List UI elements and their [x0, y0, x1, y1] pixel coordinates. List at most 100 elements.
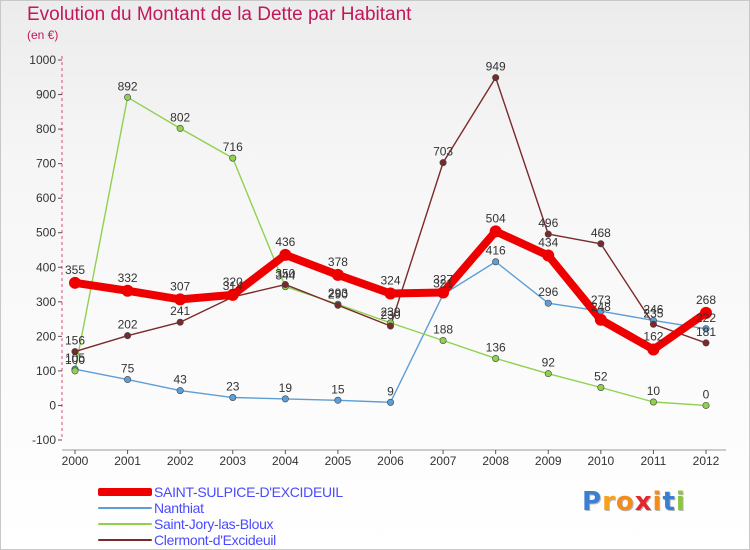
data-label: 156	[65, 334, 85, 348]
chart-title: Evolution du Montant de la Dette par Hab…	[27, 4, 412, 25]
data-label: 290	[328, 287, 348, 301]
data-label: 321	[433, 277, 453, 291]
data-point	[649, 398, 657, 406]
y-tick-label: 300	[36, 295, 56, 309]
data-label: 222	[696, 311, 716, 325]
data-label: 716	[223, 140, 243, 154]
x-tick-label: 2005	[325, 454, 352, 468]
data-label: 296	[538, 285, 558, 299]
data-point	[334, 301, 342, 309]
data-label: 52	[594, 369, 608, 383]
x-tick-label: 2008	[482, 454, 509, 468]
y-tick-label: 100	[36, 364, 56, 378]
data-label: 327	[433, 272, 453, 286]
legend-label-clermont: Clermont-d'Excideuil	[154, 532, 276, 548]
data-label: 202	[118, 318, 138, 332]
data-point	[647, 343, 660, 356]
data-point	[702, 339, 710, 347]
data-point	[229, 394, 237, 402]
data-label: 136	[486, 340, 506, 354]
x-tick-label: 2007	[430, 454, 457, 468]
proxiti-logo: Proxiti	[582, 487, 686, 517]
data-point	[439, 159, 447, 167]
data-label: 504	[486, 211, 506, 225]
data-point	[176, 387, 184, 395]
x-tick-label: 2010	[587, 454, 614, 468]
data-label: 802	[170, 110, 190, 124]
data-point	[439, 337, 447, 345]
y-tick-label: 900	[36, 88, 56, 102]
data-point	[124, 93, 132, 101]
x-tick-label: 2002	[167, 454, 194, 468]
legend-label-saint-sulpice: SAINT-SULPICE-D'EXCIDEUIL	[154, 484, 343, 500]
series-points	[69, 74, 712, 409]
data-label: 703	[433, 145, 453, 159]
logo-letter: i	[652, 487, 663, 517]
data-label: 324	[380, 274, 400, 288]
legend-swatch-saint-jory	[98, 523, 152, 525]
data-label: 314	[223, 279, 243, 293]
y-tick-label: 200	[36, 329, 56, 343]
y-tick-label: 500	[36, 226, 56, 240]
data-label: 43	[173, 373, 187, 387]
data-label: 188	[433, 323, 453, 337]
series-line-2	[74, 96, 707, 407]
data-label: 75	[121, 362, 135, 376]
series-lines	[71, 76, 710, 407]
data-point	[384, 287, 397, 300]
data-label: 320	[223, 275, 243, 289]
data-label: 378	[328, 255, 348, 269]
legend-label-nanthiat: Nanthiat	[154, 500, 204, 516]
logo-letter: P	[582, 487, 603, 517]
data-point	[69, 276, 81, 289]
chart-subtitle: (en €)	[27, 28, 59, 42]
data-point	[124, 376, 132, 384]
data-point	[386, 322, 394, 330]
data-point	[597, 383, 605, 391]
data-point	[492, 258, 500, 266]
data-label: 434	[538, 236, 558, 250]
data-point	[331, 268, 344, 281]
data-point	[226, 288, 239, 301]
data-point	[594, 313, 607, 326]
x-tick-label: 2003	[219, 454, 246, 468]
legend-swatch-saint-sulpice	[98, 488, 152, 496]
data-point	[71, 348, 79, 356]
data-point	[121, 284, 134, 297]
data-label: 10	[647, 384, 661, 398]
data-point	[492, 74, 500, 82]
x-tick-label: 2011	[641, 454, 667, 468]
data-label: 307	[170, 279, 190, 293]
data-point	[386, 398, 394, 406]
data-label: 235	[643, 306, 663, 320]
data-point	[700, 306, 712, 319]
data-point	[281, 281, 289, 289]
data-point	[489, 225, 502, 238]
y-tick-label: 600	[36, 191, 56, 205]
y-tick-label: 700	[36, 157, 56, 171]
data-point	[176, 318, 184, 326]
data-point	[124, 332, 132, 340]
data-label: 230	[380, 308, 400, 322]
logo-letter: x	[634, 487, 653, 517]
y-tick-label: 400	[36, 260, 56, 274]
data-label: 416	[486, 244, 506, 258]
data-label: 344	[275, 269, 295, 283]
data-label: 273	[591, 293, 611, 307]
data-point	[702, 325, 710, 333]
data-point	[702, 401, 710, 409]
x-tick-label: 2004	[272, 454, 299, 468]
chart-axes: -100010020030040050060070080090010002000…	[29, 53, 726, 468]
data-label: 92	[542, 356, 556, 370]
data-label: 9	[387, 384, 394, 398]
data-label: 496	[538, 216, 558, 230]
legend-swatch-nanthiat	[98, 507, 152, 509]
x-tick-label: 2009	[535, 454, 562, 468]
y-tick-label: 0	[49, 398, 56, 412]
data-point	[437, 286, 450, 299]
data-point	[492, 354, 500, 362]
data-label: 239	[380, 305, 400, 319]
data-point	[281, 395, 289, 403]
